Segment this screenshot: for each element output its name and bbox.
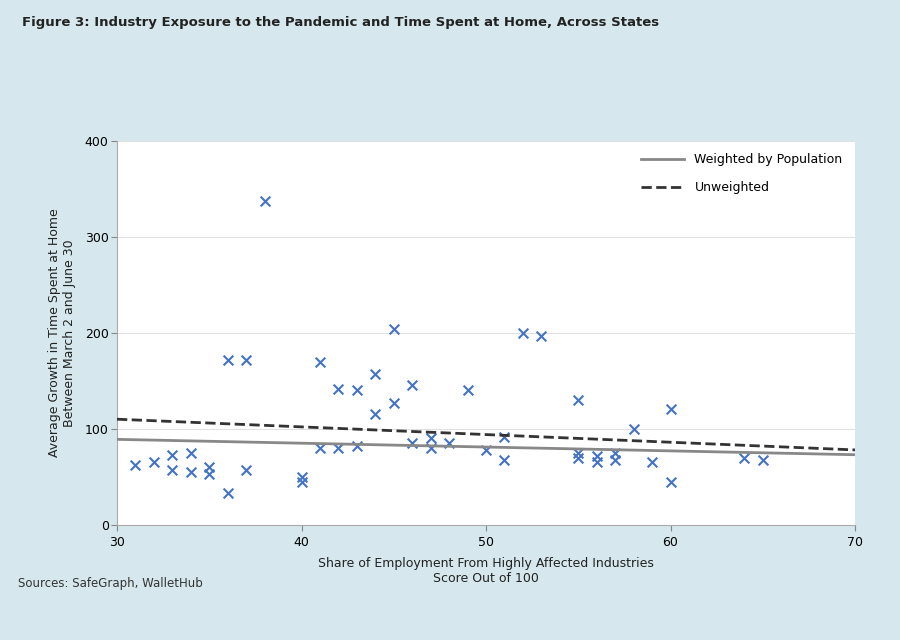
Point: [294, 472, 309, 482]
Point: [184, 448, 198, 458]
Point: [516, 328, 530, 338]
Y-axis label: Average Growth in Time Spent at Home
Between March 2 and June 30: Average Growth in Time Spent at Home Bet…: [49, 209, 76, 457]
Point: [294, 476, 309, 486]
Point: [238, 465, 254, 475]
Point: [405, 380, 419, 390]
Point: [349, 441, 364, 451]
Point: [442, 438, 456, 448]
Point: [608, 448, 622, 458]
Point: [387, 397, 401, 408]
Point: [571, 395, 585, 405]
Point: [460, 385, 475, 396]
Legend: Weighted by Population, Unweighted: Weighted by Population, Unweighted: [634, 147, 849, 200]
Point: [663, 476, 678, 486]
Point: [590, 451, 604, 461]
Point: [202, 468, 217, 479]
Point: [423, 443, 437, 453]
Text: Sources: SafeGraph, WalletHub: Sources: SafeGraph, WalletHub: [18, 577, 202, 590]
Point: [312, 443, 327, 453]
Point: [479, 445, 493, 455]
Point: [238, 355, 254, 365]
Point: [312, 356, 327, 367]
Point: [571, 452, 585, 463]
Point: [368, 369, 382, 379]
Point: [534, 330, 548, 340]
Point: [166, 449, 180, 460]
Point: [220, 488, 235, 498]
Point: [368, 410, 382, 420]
Point: [257, 196, 272, 206]
Point: [497, 454, 511, 465]
Point: [349, 385, 364, 396]
Point: [608, 454, 622, 465]
Point: [644, 457, 659, 467]
Point: [626, 424, 641, 434]
Point: [202, 462, 217, 472]
Point: [387, 324, 401, 334]
Point: [737, 452, 751, 463]
Point: [147, 457, 161, 467]
Point: [184, 467, 198, 477]
Point: [497, 433, 511, 443]
Point: [590, 457, 604, 467]
Point: [331, 443, 346, 453]
Point: [571, 448, 585, 458]
Point: [405, 438, 419, 448]
Point: [220, 355, 235, 365]
Point: [166, 465, 180, 475]
Point: [423, 433, 437, 444]
Point: [331, 384, 346, 394]
Point: [663, 403, 678, 413]
Point: [756, 454, 770, 465]
Text: Figure 3: Industry Exposure to the Pandemic and Time Spent at Home, Across State: Figure 3: Industry Exposure to the Pande…: [22, 16, 660, 29]
X-axis label: Share of Employment From Highly Affected Industries
Score Out of 100: Share of Employment From Highly Affected…: [318, 557, 654, 585]
Point: [128, 460, 142, 470]
